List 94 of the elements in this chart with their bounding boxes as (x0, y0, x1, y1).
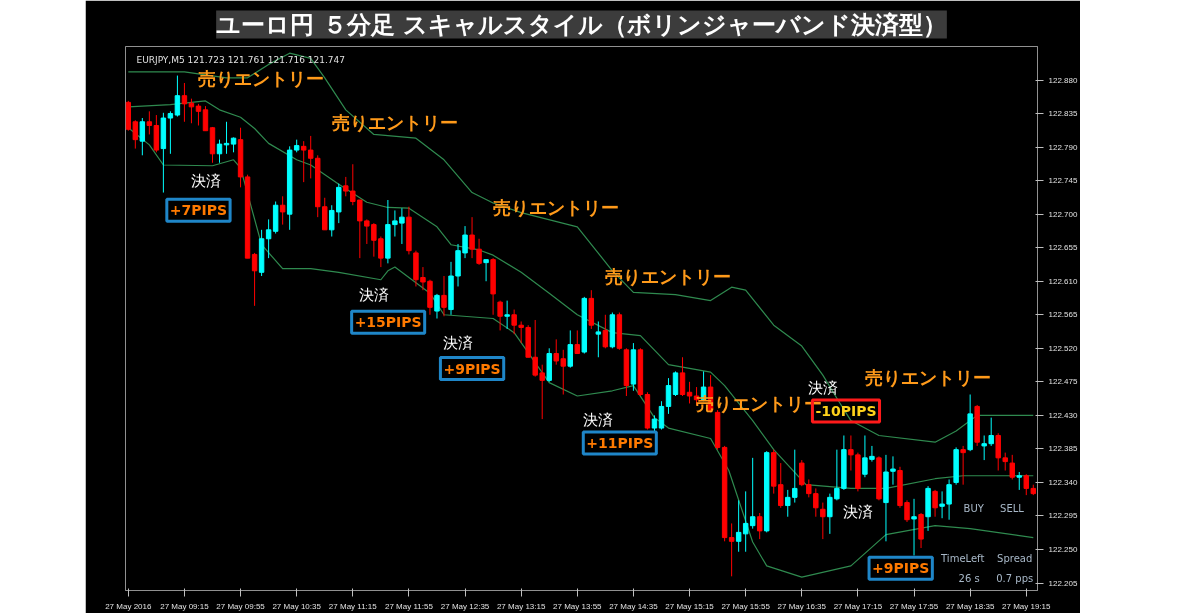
candlestick (251, 252, 258, 307)
candlestick (890, 455, 896, 486)
annotation: +15PIPS (354, 314, 422, 331)
candlestick (595, 320, 602, 358)
candlestick (679, 356, 686, 397)
x-tick-label: 27 May 17:15 (833, 601, 883, 611)
candlestick (195, 103, 202, 126)
annotation: SELL (1000, 503, 1025, 515)
annotation: 決済 (842, 503, 873, 522)
annotation: 0.7 pps (996, 573, 1034, 585)
y-tick-label: 122.655 (1048, 243, 1078, 253)
candlestick (672, 370, 679, 397)
y-tick-label: 122.385 (1048, 444, 1078, 454)
y-tick-label: 122.295 (1048, 511, 1078, 521)
x-tick-label: 27 May 11:15 (328, 601, 378, 611)
x-tick-label: 27 May 09:55 (216, 601, 266, 611)
candlestick (658, 400, 665, 431)
annotation: +11PIPS (586, 435, 654, 452)
candlestick (497, 300, 503, 331)
candlestick (946, 478, 952, 521)
x-tick-label: 27 May 13:15 (496, 601, 546, 611)
annotation: 決済 (190, 171, 221, 190)
y-tick-label: 122.205 (1048, 578, 1078, 588)
candlestick (932, 489, 938, 518)
x-tick-label: 27 May 18:35 (945, 601, 995, 611)
candlestick (223, 121, 230, 155)
y-tick-label: 122.880 (1048, 75, 1078, 85)
candlestick (665, 377, 672, 415)
candlestick (167, 110, 174, 155)
candlestick (279, 195, 286, 226)
candlestick (960, 445, 966, 486)
x-tick-label: 27 May 12:35 (440, 601, 490, 611)
candlestick (939, 490, 945, 519)
x-tick-label: 27 May 14:35 (609, 601, 659, 611)
y-tick-label: 122.745 (1048, 176, 1078, 186)
annotation: 売りエントリー (331, 112, 458, 134)
annotation: +9PIPS (872, 560, 930, 577)
annotation: 売りエントリー (198, 67, 325, 89)
candlestick (1009, 454, 1015, 480)
annotation: 売りエントリー (865, 366, 992, 388)
y-tick-label: 122.700 (1048, 209, 1078, 219)
annotation: BUY (963, 503, 985, 515)
x-tick-label: 27 May 15:15 (665, 601, 715, 611)
candlestick (441, 275, 447, 317)
y-tick-label: 122.520 (1048, 343, 1078, 353)
annotation: 決済 (443, 333, 474, 352)
candlestick (202, 105, 209, 132)
y-tick-label: 122.610 (1048, 276, 1078, 286)
x-tick-label: 27 May 15:55 (721, 601, 771, 611)
x-tick-label: 27 May 16:35 (777, 601, 827, 611)
candlestick (434, 293, 440, 319)
y-tick-label: 122.835 (1048, 109, 1078, 119)
y-tick-label: 122.790 (1048, 142, 1078, 152)
y-tick-label: 122.340 (1048, 477, 1078, 487)
annotation: 決済 (582, 410, 613, 429)
candlestick (756, 512, 763, 540)
y-tick-label: 122.475 (1048, 377, 1078, 387)
candlestick (995, 432, 1001, 472)
candlestick (188, 98, 195, 124)
y-tick-label: 122.250 (1048, 545, 1078, 555)
x-tick-label: 27 May 17:55 (889, 601, 939, 611)
candlestick (567, 329, 573, 369)
candlestick (265, 218, 272, 259)
candlestick (216, 139, 223, 164)
candlestick (602, 314, 609, 349)
candlestick (181, 82, 188, 123)
annotation: 決済 (808, 379, 839, 398)
x-tick-label: 27 May 19:15 (1002, 601, 1052, 611)
x-tick-label: 27 May 10:35 (272, 601, 322, 611)
candlestick (504, 300, 510, 330)
candlestick (686, 381, 693, 404)
x-tick-label: 27 May 2016 (105, 601, 152, 611)
x-tick-label: 27 May 09:15 (160, 601, 210, 611)
candlestick (574, 329, 581, 355)
annotation: 決済 (358, 285, 389, 304)
annotation: EURJPY,M5 121.723 121.761 121.716 121.747 (136, 54, 346, 65)
y-tick-label: 122.565 (1048, 310, 1078, 320)
x-tick-label: 27 May 13:55 (553, 601, 603, 611)
chart-title: ユーロ円 ５分足 スキャルスタイル（ボリンジャーバンド決済型） (216, 10, 947, 39)
annotation: TimeLeft (940, 553, 985, 565)
annotation: Spread (997, 553, 1033, 565)
y-tick-label: 122.430 (1048, 410, 1078, 420)
annotation: 売りエントリー (492, 197, 619, 219)
candlestick (728, 522, 735, 577)
candlestick (483, 259, 489, 282)
annotation: +9PIPS (443, 360, 501, 377)
annotation: +7PIPS (169, 202, 228, 219)
candlestick (820, 502, 826, 540)
candlestick (174, 75, 181, 118)
candlestick (139, 117, 146, 156)
annotation: 26 s (958, 573, 980, 585)
candlestick (911, 498, 917, 556)
x-tick-label: 27 May 11:55 (384, 601, 434, 611)
annotation: 売りエントリー (605, 265, 732, 287)
